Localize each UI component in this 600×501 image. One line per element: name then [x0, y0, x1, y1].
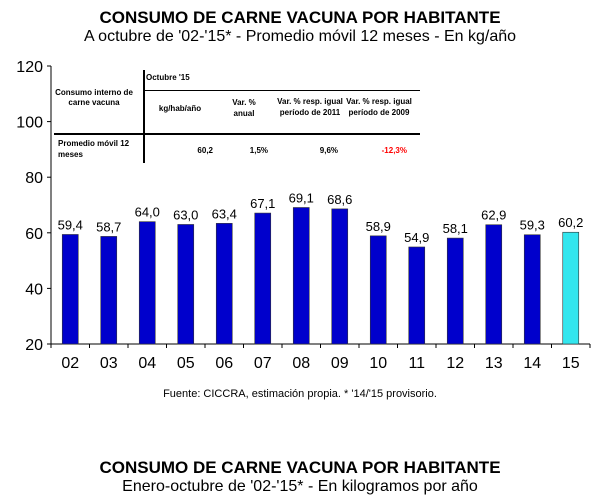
bar-13 — [485, 224, 503, 345]
bar-value-label: 63,4 — [212, 206, 237, 221]
bar-14 — [523, 234, 541, 345]
x-tick-label: 04 — [138, 355, 156, 372]
second-chart-subtitle: Enero-octubre de '02-'15* - En kilogramo… — [122, 478, 478, 495]
table-value-1: 1,5% — [249, 146, 268, 155]
y-tick-label: 80 — [25, 170, 43, 187]
table-col-1: Var. % anual — [232, 98, 256, 118]
y-tick-label: 40 — [25, 281, 43, 298]
chart-subtitle: A octubre de '02-'15* - Promedio móvil 1… — [83, 28, 517, 45]
table-divider-top — [143, 90, 420, 91]
bar-11 — [408, 246, 426, 345]
y-tick-label: 100 — [16, 115, 43, 132]
bar-value-label: 67,1 — [250, 196, 275, 211]
bar-04 — [138, 221, 156, 345]
table-divider-vertical — [143, 70, 145, 163]
x-tick-label: 03 — [100, 355, 118, 372]
x-tick-label: 11 — [408, 355, 425, 372]
bar-12 — [446, 237, 464, 345]
bar-15 — [562, 231, 580, 345]
chart-title: CONSUMO DE CARNE VACUNA POR HABITANTE — [99, 8, 501, 27]
x-tick-label: 08 — [292, 355, 310, 372]
x-tick-label: 05 — [177, 355, 195, 372]
bar-value-label: 59,4 — [58, 217, 83, 232]
bar-chart: 20 40 60 80 100 120 59,4 02 58,7 03 64,0 04 63,0 05 63… — [16, 59, 591, 372]
table-value-0: 60,2 — [197, 146, 213, 155]
bar-value-label: 58,7 — [96, 219, 121, 234]
x-tick-label: 15 — [562, 355, 580, 372]
y-tick-label: 120 — [16, 59, 43, 76]
second-chart-title: CONSUMO DE CARNE VACUNA POR HABITANTE — [99, 458, 501, 477]
bar-02 — [61, 234, 79, 345]
x-tick-label: 02 — [61, 355, 79, 372]
table-value-3: -12,3% — [381, 146, 407, 155]
bar-value-label: 62,9 — [481, 208, 506, 223]
x-tick-label: 07 — [254, 355, 272, 372]
bar-value-label: 58,1 — [443, 221, 468, 236]
x-tick-label: 14 — [523, 355, 541, 372]
table-row-header: Consumo interno de carne vacuna — [55, 88, 133, 107]
bar-value-label: 59,3 — [520, 218, 545, 233]
bar-03 — [100, 236, 118, 345]
x-tick-label: 10 — [369, 355, 387, 372]
x-tick-label: 09 — [331, 355, 349, 372]
chart-source: Fuente: CICCRA, estimación propia. * '14… — [163, 388, 437, 400]
bar-07 — [254, 212, 272, 345]
bar-10 — [369, 235, 387, 345]
table-col-3: Var. % resp. igual período de 2009 — [346, 97, 412, 117]
x-tick-label: 13 — [485, 355, 503, 372]
bar-value-label: 58,9 — [366, 219, 391, 234]
bar-value-label: 69,1 — [289, 191, 314, 206]
bar-value-label: 68,6 — [327, 192, 352, 207]
bar-06 — [215, 223, 233, 345]
y-tick-label: 60 — [25, 226, 43, 243]
bar-value-label: 54,9 — [404, 230, 429, 245]
bar-05 — [177, 224, 195, 345]
bar-value-label: 64,0 — [135, 205, 160, 220]
y-tick-label: 20 — [25, 337, 43, 354]
table-divider-header — [54, 133, 420, 135]
table-period: Octubre '15 — [146, 73, 190, 82]
table-value-2: 9,6% — [319, 146, 338, 155]
bar-value-label: 63,0 — [173, 207, 198, 222]
table-col-0: kg/hab/año — [158, 104, 202, 113]
bar-08 — [292, 207, 310, 345]
bar-value-label: 60,2 — [558, 215, 583, 230]
bar-09 — [331, 208, 349, 345]
x-tick-label: 12 — [446, 355, 464, 372]
table-row-label: Promedio móvil 12 meses — [58, 139, 130, 159]
x-tick-label: 06 — [215, 355, 233, 372]
table-col-2: Var. % resp. igual período de 2011 — [277, 97, 343, 117]
